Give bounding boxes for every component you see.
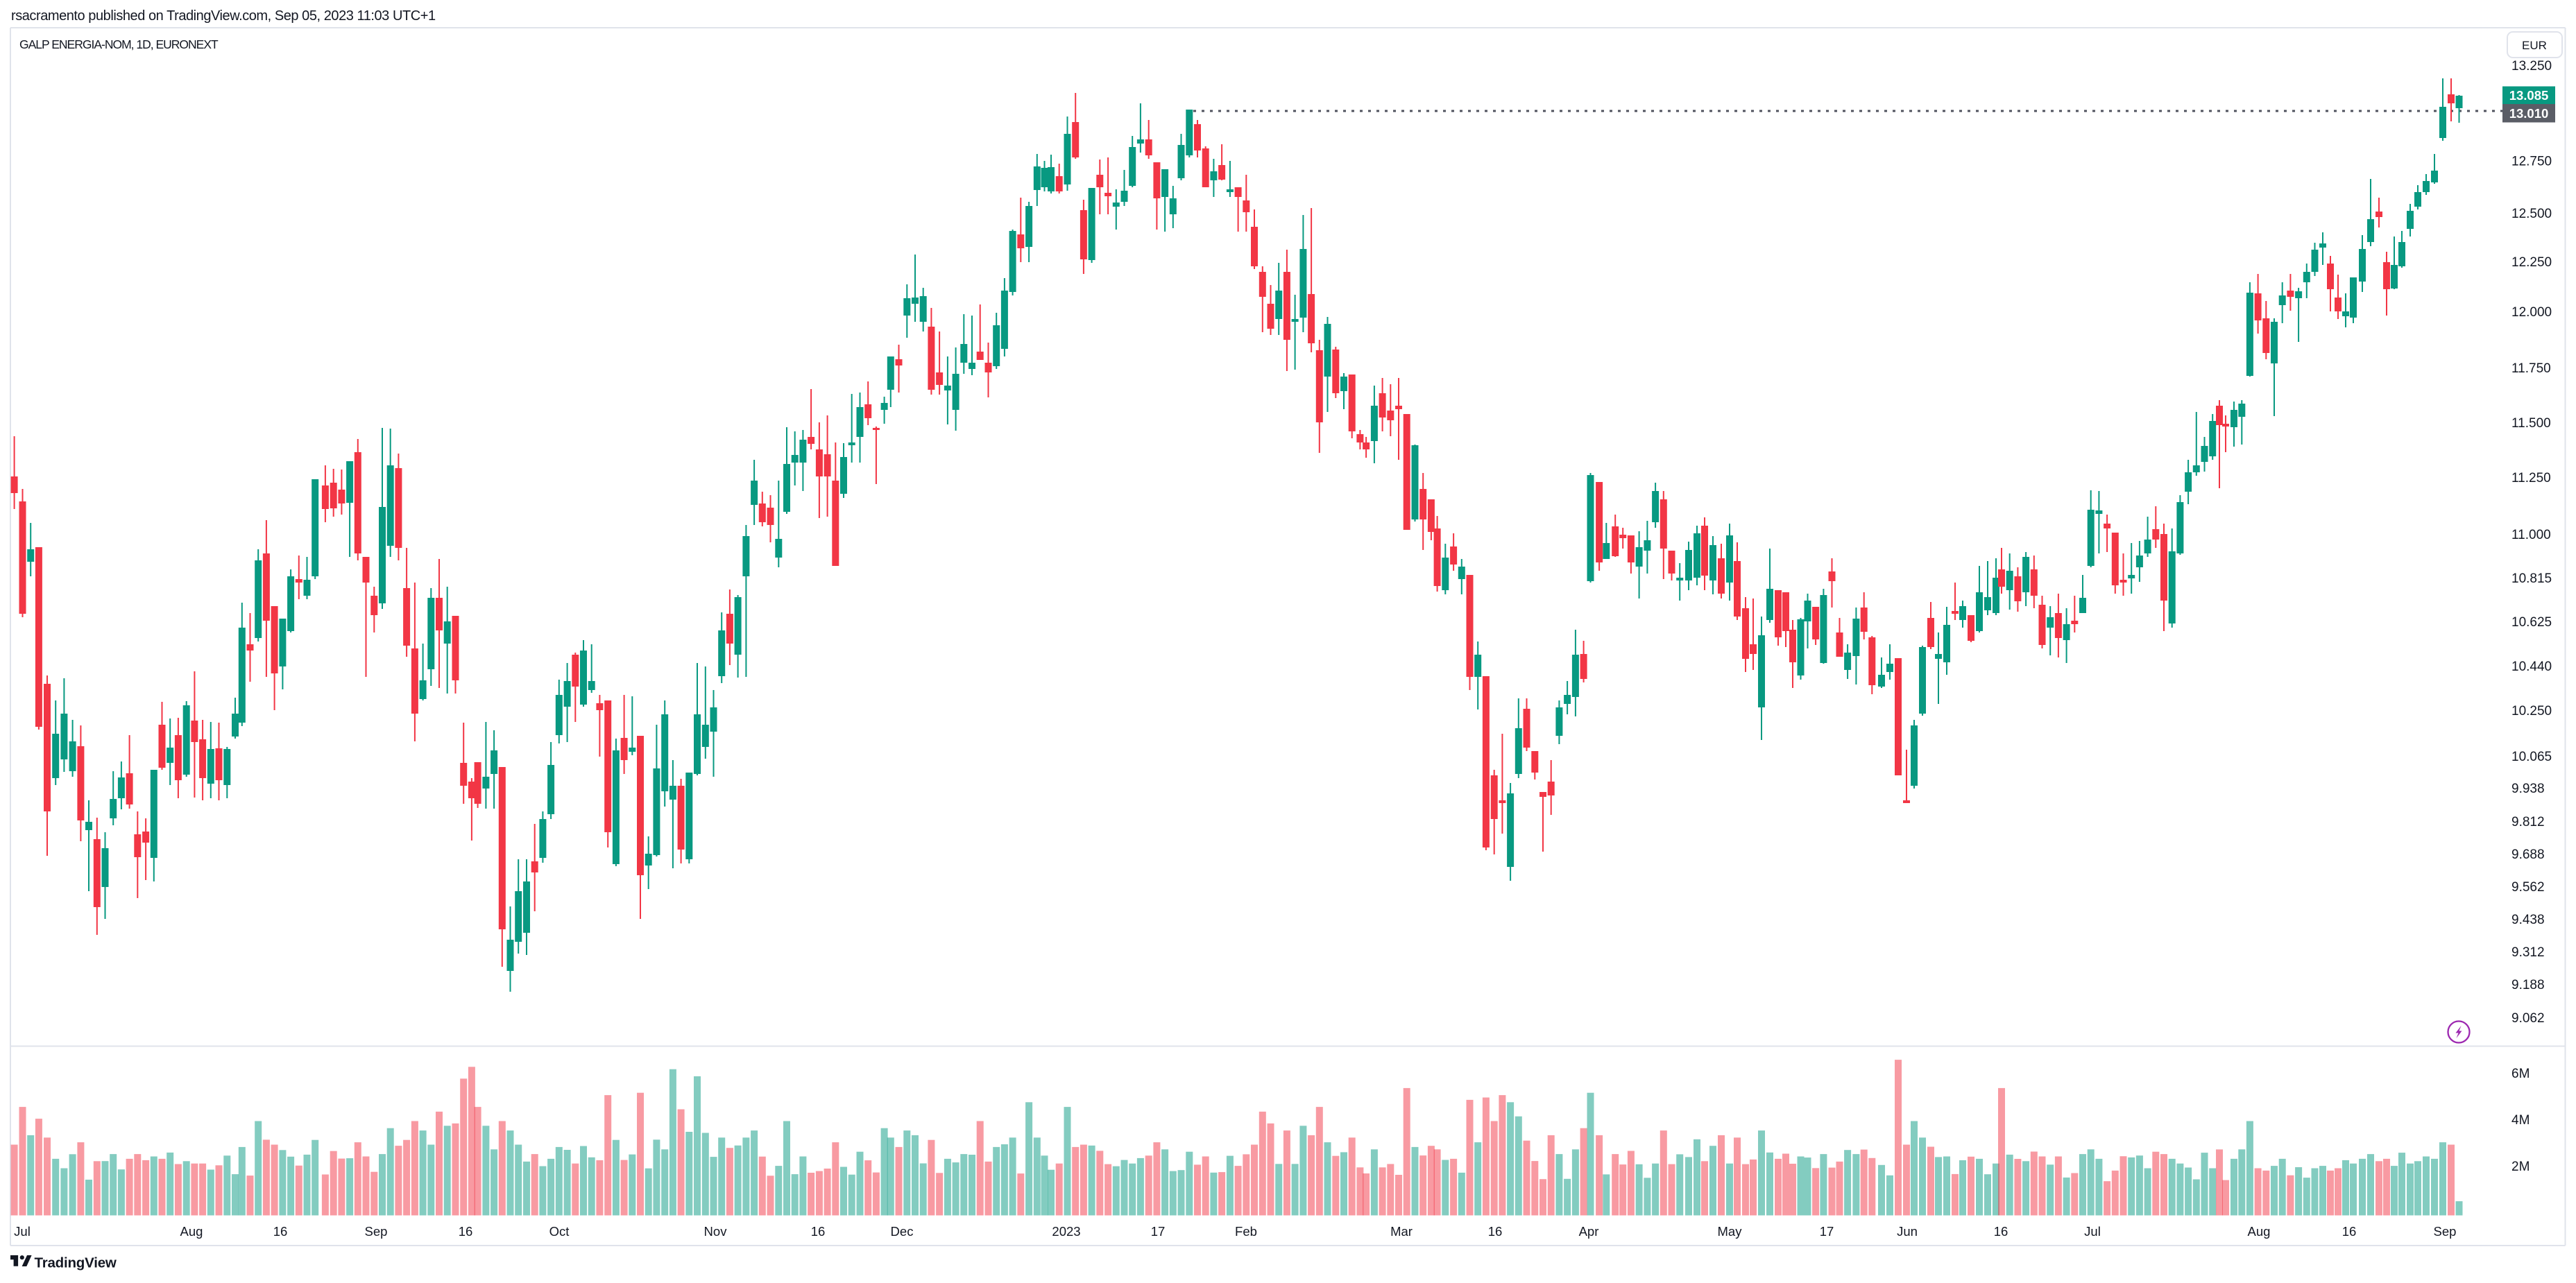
svg-text:2023: 2023: [1052, 1224, 1080, 1239]
svg-text:Apr: Apr: [1579, 1224, 1599, 1239]
svg-text:10.440: 10.440: [2511, 660, 2552, 674]
svg-text:Feb: Feb: [1235, 1224, 1257, 1239]
svg-text:4M: 4M: [2511, 1113, 2530, 1128]
svg-text:6M: 6M: [2511, 1067, 2530, 1081]
svg-text:Jun: Jun: [1897, 1224, 1918, 1239]
svg-text:12.000: 12.000: [2511, 305, 2552, 320]
svg-text:EUR: EUR: [2522, 39, 2547, 52]
svg-text:16: 16: [2342, 1224, 2357, 1239]
svg-text:TradingView: TradingView: [35, 1255, 117, 1271]
svg-text:Jul: Jul: [14, 1224, 31, 1239]
svg-text:13.085: 13.085: [2509, 88, 2549, 103]
svg-text:12.750: 12.750: [2511, 155, 2552, 169]
svg-text:12.250: 12.250: [2511, 255, 2552, 270]
svg-text:9.062: 9.062: [2511, 1011, 2545, 1026]
svg-text:9.688: 9.688: [2511, 847, 2545, 862]
svg-text:May: May: [1718, 1224, 1743, 1239]
svg-text:Jul: Jul: [2084, 1224, 2101, 1239]
svg-text:Sep: Sep: [365, 1224, 388, 1239]
svg-text:Sep: Sep: [2434, 1224, 2457, 1239]
svg-text:Dec: Dec: [891, 1224, 914, 1239]
svg-text:11.250: 11.250: [2511, 471, 2551, 485]
svg-text:9.938: 9.938: [2511, 782, 2545, 796]
svg-text:10.625: 10.625: [2511, 615, 2552, 630]
svg-text:16: 16: [1488, 1224, 1503, 1239]
svg-text:13.010: 13.010: [2509, 106, 2549, 121]
svg-text:9.438: 9.438: [2511, 913, 2545, 927]
svg-text:9.188: 9.188: [2511, 978, 2545, 992]
svg-text:11.750: 11.750: [2511, 361, 2551, 376]
svg-text:16: 16: [811, 1224, 826, 1239]
svg-text:11.500: 11.500: [2511, 416, 2551, 431]
svg-text:17: 17: [1151, 1224, 1166, 1239]
svg-text:2M: 2M: [2511, 1160, 2530, 1174]
svg-text:Aug: Aug: [2248, 1224, 2271, 1239]
svg-text:16: 16: [459, 1224, 473, 1239]
svg-text:Oct: Oct: [549, 1224, 570, 1239]
svg-text:10.815: 10.815: [2511, 571, 2552, 586]
svg-text:13.250: 13.250: [2511, 59, 2552, 74]
svg-text:9.312: 9.312: [2511, 945, 2545, 960]
svg-text:9.812: 9.812: [2511, 815, 2545, 829]
svg-text:Nov: Nov: [704, 1224, 728, 1239]
svg-text:9.562: 9.562: [2511, 880, 2545, 895]
svg-text:16: 16: [273, 1224, 288, 1239]
svg-text:GALP ENERGIA-NOM, 1D, EURONEXT: GALP ENERGIA-NOM, 1D, EURONEXT: [19, 37, 219, 51]
svg-text:rsacramento published on Tradi: rsacramento published on TradingView.com…: [11, 8, 436, 24]
svg-text:10.065: 10.065: [2511, 750, 2552, 764]
svg-text:10.250: 10.250: [2511, 704, 2552, 718]
svg-text:Aug: Aug: [180, 1224, 203, 1239]
svg-text:16: 16: [1994, 1224, 2008, 1239]
svg-text:17: 17: [1820, 1224, 1834, 1239]
svg-text:11.000: 11.000: [2511, 528, 2551, 542]
svg-text:12.500: 12.500: [2511, 207, 2552, 221]
svg-text:Mar: Mar: [1390, 1224, 1413, 1239]
